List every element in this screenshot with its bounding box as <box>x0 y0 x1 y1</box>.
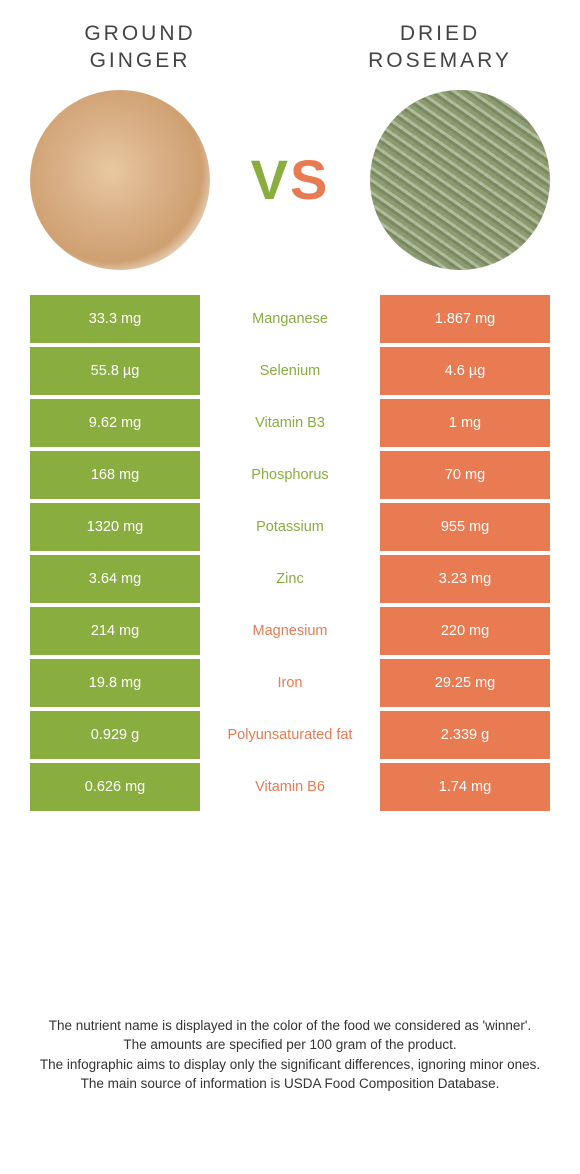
footer-line: The amounts are specified per 100 gram o… <box>35 1035 545 1055</box>
table-row: 1320 mgPotassium955 mg <box>30 503 550 551</box>
left-value: 9.62 mg <box>30 399 200 447</box>
nutrient-name: Polyunsaturated fat <box>200 711 380 759</box>
right-value: 3.23 mg <box>380 555 550 603</box>
left-value: 1320 mg <box>30 503 200 551</box>
left-value: 0.626 mg <box>30 763 200 811</box>
footer-line: The main source of information is USDA F… <box>35 1074 545 1094</box>
right-value: 70 mg <box>380 451 550 499</box>
right-value: 955 mg <box>380 503 550 551</box>
table-row: 9.62 mgVitamin B31 mg <box>30 399 550 447</box>
table-row: 19.8 mgIron29.25 mg <box>30 659 550 707</box>
comparison-table: 33.3 mgManganese1.867 mg55.8 µgSelenium4… <box>0 295 580 811</box>
images-row: VS <box>0 75 580 295</box>
table-row: 0.929 gPolyunsaturated fat2.339 g <box>30 711 550 759</box>
right-value: 1.74 mg <box>380 763 550 811</box>
rosemary-image <box>370 90 550 270</box>
table-row: 0.626 mgVitamin B61.74 mg <box>30 763 550 811</box>
right-value: 29.25 mg <box>380 659 550 707</box>
table-row: 55.8 µgSelenium4.6 µg <box>30 347 550 395</box>
nutrient-name: Vitamin B6 <box>200 763 380 811</box>
right-value: 1.867 mg <box>380 295 550 343</box>
right-value: 1 mg <box>380 399 550 447</box>
footer-line: The nutrient name is displayed in the co… <box>35 1016 545 1036</box>
nutrient-name: Phosphorus <box>200 451 380 499</box>
nutrient-name: Manganese <box>200 295 380 343</box>
nutrient-name: Vitamin B3 <box>200 399 380 447</box>
vs-label: VS <box>251 147 330 212</box>
nutrient-name: Iron <box>200 659 380 707</box>
left-value: 55.8 µg <box>30 347 200 395</box>
table-row: 3.64 mgZinc3.23 mg <box>30 555 550 603</box>
ginger-image <box>30 90 210 270</box>
left-value: 168 mg <box>30 451 200 499</box>
right-value: 2.339 g <box>380 711 550 759</box>
vs-v: V <box>251 148 290 211</box>
table-row: 168 mgPhosphorus70 mg <box>30 451 550 499</box>
nutrient-name: Selenium <box>200 347 380 395</box>
right-value: 220 mg <box>380 607 550 655</box>
right-title: DRIED ROSEMARY <box>340 20 540 75</box>
table-row: 33.3 mgManganese1.867 mg <box>30 295 550 343</box>
left-value: 19.8 mg <box>30 659 200 707</box>
footer-notes: The nutrient name is displayed in the co… <box>0 1016 580 1094</box>
left-value: 33.3 mg <box>30 295 200 343</box>
right-value: 4.6 µg <box>380 347 550 395</box>
vs-s: S <box>290 148 329 211</box>
nutrient-name: Magnesium <box>200 607 380 655</box>
table-row: 214 mgMagnesium220 mg <box>30 607 550 655</box>
nutrient-name: Potassium <box>200 503 380 551</box>
left-value: 3.64 mg <box>30 555 200 603</box>
left-title: GROUND GINGER <box>40 20 240 75</box>
left-value: 214 mg <box>30 607 200 655</box>
left-value: 0.929 g <box>30 711 200 759</box>
nutrient-name: Zinc <box>200 555 380 603</box>
header: GROUND GINGER DRIED ROSEMARY <box>0 0 580 75</box>
footer-line: The infographic aims to display only the… <box>35 1055 545 1075</box>
